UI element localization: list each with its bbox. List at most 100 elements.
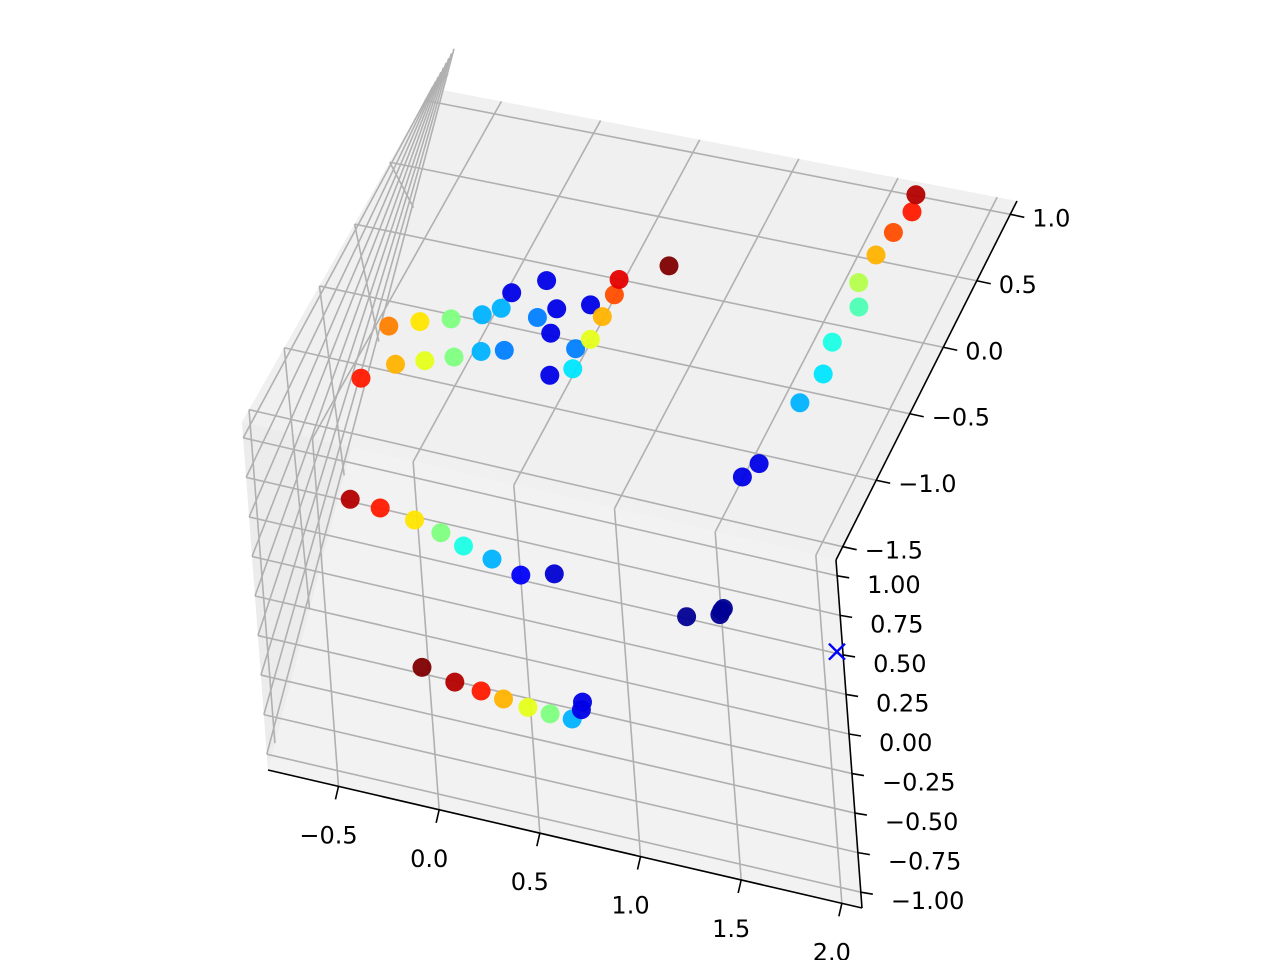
x-tick-label: 1.0 [611, 892, 649, 920]
grid-line-y-left [260, 57, 450, 676]
data-point [541, 323, 561, 343]
grid-line-y-floor [266, 753, 861, 893]
x-tick-mark [636, 856, 642, 870]
z-tick-mark [909, 412, 924, 418]
data-point [441, 309, 461, 329]
data-point [540, 365, 560, 385]
z-tick-mark [976, 279, 991, 285]
x-tick-mark [334, 786, 340, 800]
grid-line-z-back [354, 223, 944, 349]
data-point [540, 704, 560, 724]
data-point [415, 351, 435, 371]
data-point [581, 295, 600, 315]
data-point [902, 202, 922, 222]
x-tick-label: 0.5 [511, 868, 549, 896]
z-tick-label: −0.5 [932, 404, 990, 432]
y-tick-label: −0.75 [888, 848, 962, 876]
data-point [494, 689, 513, 709]
grid-line-y-left [257, 62, 447, 636]
data-point [412, 657, 432, 677]
y-tick-label: −1.00 [891, 887, 965, 915]
y-tick-mark [842, 654, 856, 658]
z-tick-label: 1.0 [1032, 204, 1070, 232]
data-point [502, 283, 522, 303]
y-tick-label: 0.00 [879, 729, 932, 757]
grid-line-y-left [251, 71, 442, 557]
z-tick-label: −1.0 [898, 470, 956, 498]
data-point [386, 354, 405, 374]
x-axis-line [267, 769, 863, 909]
y-tick-mark [860, 891, 873, 895]
grid-line-z-back [248, 408, 843, 548]
z-axis-line [835, 200, 1018, 561]
data-point [370, 498, 390, 518]
z-tick-mark [943, 346, 958, 352]
grid-line-z-left [318, 285, 345, 476]
grid-line-y-left [245, 81, 437, 478]
data-point [566, 339, 586, 359]
data-point [883, 223, 903, 242]
data-point [454, 536, 473, 556]
data-point [906, 185, 926, 205]
z-tick-mark [842, 545, 857, 551]
x-tick-mark [435, 809, 440, 823]
y-tick-mark [837, 575, 850, 579]
y-tick-mark [857, 851, 870, 856]
data-point [444, 347, 464, 367]
grid-line-z-back [319, 285, 910, 415]
data-point [849, 273, 869, 293]
grid-line-y-floor [248, 516, 844, 656]
grid-line-y-floor [257, 634, 853, 775]
data-point [471, 342, 491, 361]
grid-line-z-back [284, 346, 877, 482]
data-point [472, 305, 492, 325]
data-point [410, 312, 430, 332]
grid-line-y-floor [260, 674, 856, 814]
data-point [518, 697, 538, 717]
data-point [405, 510, 424, 530]
cross-marker [828, 642, 846, 661]
y-tick-label: 1.00 [867, 571, 920, 599]
data-point [604, 285, 624, 305]
data-point [547, 299, 567, 319]
z-tick-mark [1010, 213, 1025, 219]
grid-line-x-back [815, 196, 998, 556]
data-point [573, 692, 592, 712]
data-point [822, 332, 842, 352]
grid-line-y-left [254, 67, 445, 597]
z-tick-label: −1.5 [865, 537, 923, 565]
data-point [563, 359, 583, 379]
data-point [659, 256, 679, 276]
y-tick-label: 0.25 [876, 689, 929, 717]
y-tick-label: −0.50 [885, 808, 959, 836]
z-tick-label: 0.0 [965, 337, 1003, 365]
grid-line-y-floor [251, 555, 847, 696]
data-point [379, 316, 399, 336]
grid-line-z-left [389, 161, 415, 209]
grid-line-z-left [283, 347, 311, 610]
data-points [340, 185, 926, 729]
x-tick-mark [536, 832, 541, 847]
data-point [866, 245, 886, 265]
grid-line-x-back [311, 101, 503, 439]
grid-line-x-back [613, 158, 800, 509]
grid-line-y-left [242, 85, 434, 439]
back-pane [242, 88, 1017, 560]
data-point [544, 564, 564, 584]
data-point [491, 298, 511, 318]
grid-line-y-left [248, 76, 440, 518]
grid-line-y-floor [254, 595, 850, 735]
y-tick-mark [851, 772, 865, 777]
z-tick-mark [876, 479, 891, 485]
data-point [482, 549, 502, 569]
data-point [609, 270, 629, 289]
data-point [749, 454, 769, 474]
y-tick-label: −0.25 [882, 769, 956, 797]
x-tick-mark [838, 903, 843, 917]
data-point [592, 307, 612, 327]
y-tick-mark [840, 614, 853, 619]
data-point [813, 364, 833, 384]
z-tick-label: 0.5 [999, 271, 1037, 299]
data-point [351, 368, 371, 388]
